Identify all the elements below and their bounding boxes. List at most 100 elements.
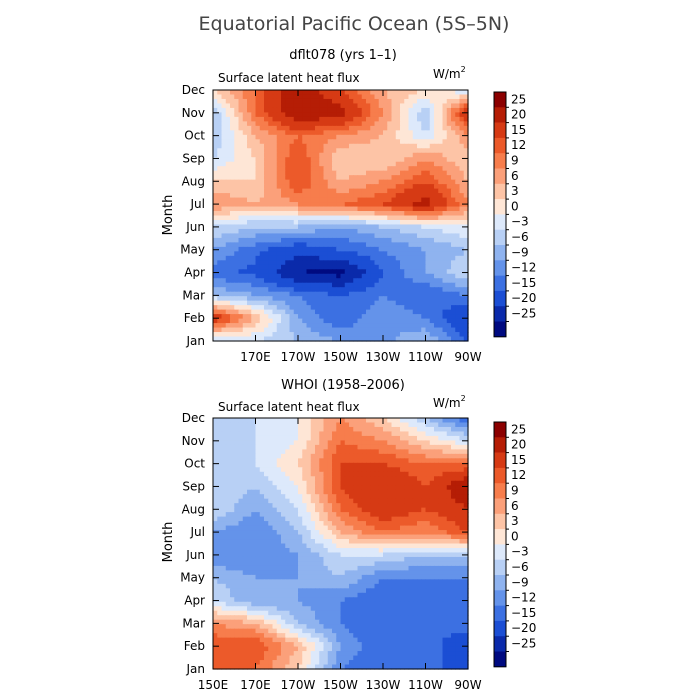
heatmap-cell — [323, 175, 329, 181]
heatmap-cell — [357, 418, 363, 424]
heatmap-cell — [446, 287, 452, 293]
heatmap-cell — [421, 458, 427, 464]
heatmap-cell — [251, 143, 257, 149]
heatmap-cell — [268, 103, 274, 109]
heatmap-cell — [306, 170, 312, 176]
heatmap-cell — [259, 170, 265, 176]
heatmap-cell — [374, 467, 380, 473]
heatmap-cell — [451, 521, 456, 527]
heatmap-cell — [421, 193, 427, 199]
heatmap-cell — [459, 152, 465, 158]
heatmap-cell — [238, 336, 244, 342]
heatmap-cell — [361, 116, 367, 122]
heatmap-cell — [306, 444, 312, 450]
heatmap-cell — [319, 188, 325, 194]
heatmap-cell — [408, 242, 414, 248]
heatmap-cell — [234, 125, 240, 131]
heatmap-cell — [438, 251, 444, 257]
heatmap-cell — [378, 525, 384, 531]
heatmap-cell — [378, 453, 384, 459]
heatmap-cell — [387, 170, 393, 176]
heatmap-cell — [217, 224, 223, 230]
heatmap-cell — [264, 300, 269, 306]
heatmap-cell — [442, 278, 448, 284]
heatmap-cell — [349, 507, 354, 513]
heatmap-cell — [289, 467, 295, 473]
heatmap-cell — [302, 246, 308, 252]
heatmap-cell — [234, 269, 240, 275]
heatmap-cell — [289, 296, 295, 302]
heatmap-cell — [234, 282, 240, 288]
heatmap-cell — [247, 215, 252, 221]
heatmap-cell — [306, 273, 312, 279]
heatmap-cell — [442, 440, 448, 446]
heatmap-cell — [438, 422, 444, 428]
heatmap-cell — [323, 530, 329, 536]
heatmap-cell — [429, 112, 435, 118]
heatmap-cell — [319, 435, 325, 442]
heatmap-cell — [442, 157, 448, 163]
heatmap-cell — [272, 184, 278, 190]
heatmap-cell — [438, 112, 444, 118]
heatmap-cell — [310, 251, 316, 257]
heatmap-cell — [323, 237, 329, 243]
heatmap-cell — [221, 269, 227, 275]
heatmap-cell — [247, 516, 252, 522]
heatmap-cell — [361, 485, 367, 491]
heatmap-cell — [357, 318, 363, 324]
heatmap-cell — [378, 188, 384, 194]
heatmap-cell — [315, 161, 320, 167]
heatmap-cell — [442, 512, 448, 518]
heatmap-cell — [391, 94, 397, 100]
heatmap-cell — [302, 422, 308, 428]
heatmap-cell — [421, 516, 427, 522]
heatmap-cell — [310, 94, 316, 100]
heatmap-cell — [217, 166, 223, 172]
heatmap-cell — [302, 449, 308, 455]
heatmap-cell — [332, 435, 337, 442]
heatmap-cell — [370, 309, 376, 315]
heatmap-cell — [319, 273, 325, 279]
heatmap-cell — [391, 215, 397, 221]
heatmap-cell — [421, 327, 427, 333]
heatmap-cell — [323, 476, 329, 482]
heatmap-cell — [412, 215, 418, 221]
heatmap-cell — [378, 103, 384, 109]
heatmap-cell — [238, 323, 244, 329]
heatmap-cell — [425, 318, 431, 324]
heatmap-cell — [434, 291, 439, 297]
heatmap-cell — [357, 233, 363, 239]
heatmap-cell — [327, 494, 333, 500]
heatmap-cell — [370, 467, 376, 473]
heatmap-cell — [387, 278, 393, 284]
heatmap-cell — [374, 296, 380, 302]
heatmap-cell — [404, 112, 410, 118]
heatmap-cell — [425, 215, 431, 221]
heatmap-cell — [395, 489, 401, 495]
heatmap-cell — [281, 336, 286, 342]
heatmap-cell — [289, 291, 295, 297]
heatmap-cell — [293, 125, 299, 131]
heatmap-cell — [438, 264, 444, 270]
heatmap-cell — [242, 251, 248, 257]
heatmap-cell — [446, 184, 452, 190]
heatmap-cell — [251, 282, 257, 288]
heatmap-cell — [251, 107, 257, 114]
heatmap-cell — [336, 219, 342, 226]
heatmap-cell — [340, 435, 346, 442]
heatmap-cell — [302, 282, 308, 288]
heatmap-cell — [272, 269, 278, 275]
heatmap-cell — [442, 166, 448, 172]
heatmap-cell — [234, 476, 240, 482]
heatmap-cell — [234, 485, 240, 491]
heatmap-cell — [353, 435, 359, 442]
heatmap-cell — [268, 112, 274, 118]
heatmap-cell — [332, 422, 337, 428]
heatmap-cell — [387, 179, 393, 185]
heatmap-cell — [225, 107, 231, 114]
heatmap-cell — [357, 166, 363, 172]
heatmap-cell — [327, 273, 333, 279]
heatmap-cell — [391, 107, 397, 114]
heatmap-cell — [332, 98, 337, 105]
heatmap-cell — [306, 453, 312, 459]
